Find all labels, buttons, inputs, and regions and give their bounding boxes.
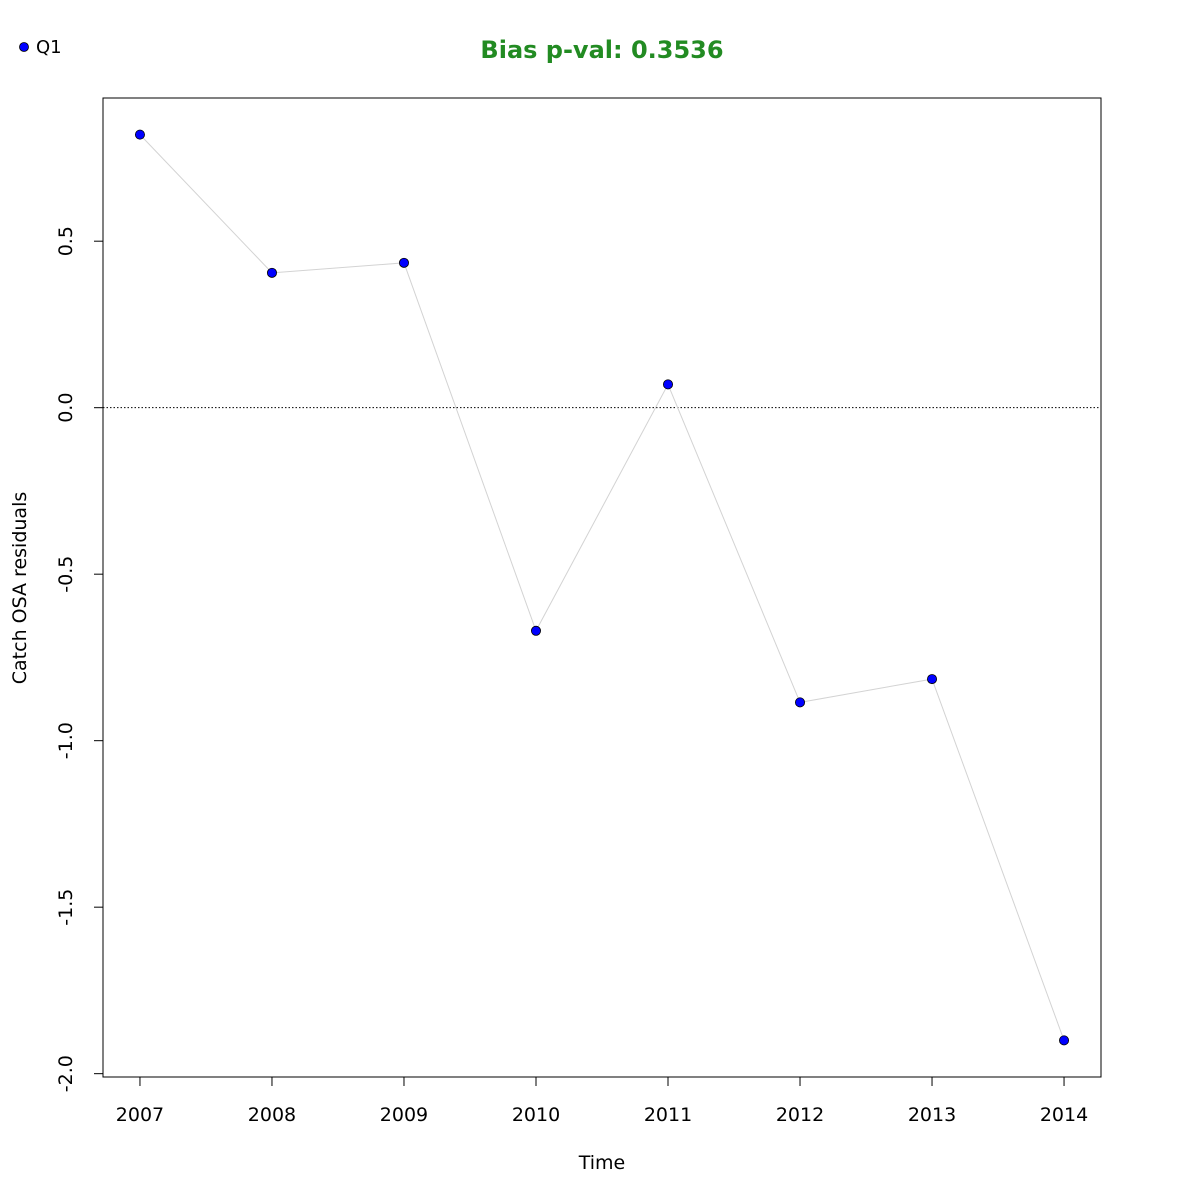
y-tick-label: 0.5 [55,226,77,256]
y-tick-label: -1.0 [55,722,77,759]
chart-title: Bias p-val: 0.3536 [480,36,723,64]
data-point [134,129,145,140]
x-tick-label: 2012 [776,1104,824,1126]
data-point [530,625,541,636]
data-point [398,257,409,268]
x-tick-label: 2007 [116,1104,164,1126]
plot-frame [102,97,1102,1078]
series-line-q1 [139,134,1065,1041]
data-point [266,267,277,278]
y-axis-title: Catch OSA residuals [9,492,31,684]
x-tick-label: 2009 [380,1104,428,1126]
x-tick-label: 2014 [1040,1104,1088,1126]
y-tick-label: -2.0 [55,1055,77,1092]
data-point [795,697,806,708]
x-axis-title: Time [578,1152,626,1174]
y-tick-label: 0.0 [55,393,77,423]
legend-marker-q1 [19,42,29,52]
data-point [927,674,938,685]
data-point [1059,1035,1070,1046]
x-tick-label: 2011 [644,1104,692,1126]
data-point [663,379,674,390]
y-tick-label: -0.5 [55,556,77,593]
x-tick-label: 2008 [248,1104,296,1126]
x-tick-label: 2010 [512,1104,560,1126]
legend-label-q1: Q1 [36,37,62,58]
x-tick-label: 2013 [908,1104,956,1126]
y-tick-label: -1.5 [55,889,77,926]
